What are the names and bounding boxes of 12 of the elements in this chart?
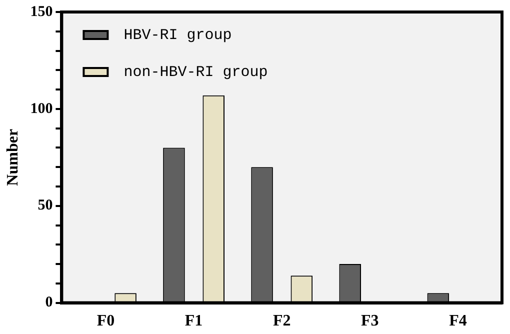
x-tick-label: F4: [449, 312, 467, 330]
y-tick-label: 0: [45, 294, 53, 311]
legend-label: non-HBV-RI group: [124, 64, 268, 81]
y-tick-label: 50: [38, 198, 53, 214]
y-tick-label: 100: [30, 100, 53, 117]
x-tick-label: F2: [272, 312, 291, 330]
x-tick-label: F0: [96, 312, 115, 330]
x-tick-label: F1: [184, 312, 203, 330]
x-tick-label: F3: [361, 312, 379, 330]
legend-label: HBV-RI group: [124, 26, 232, 44]
y-axis-title: Number: [4, 128, 22, 186]
y-tick-label: 150: [30, 4, 53, 20]
